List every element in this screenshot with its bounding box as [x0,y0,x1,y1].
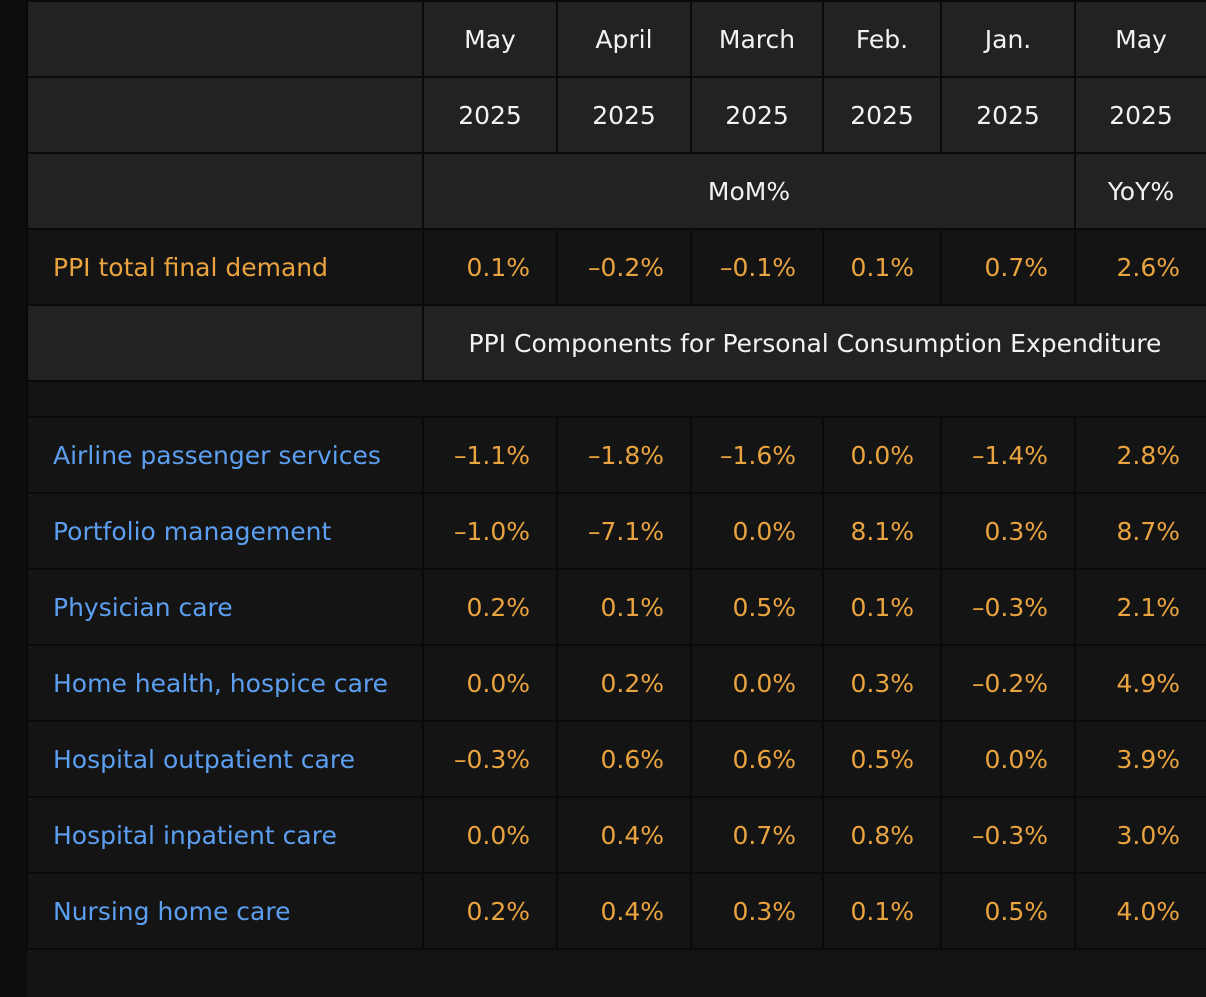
row-label: Airline passenger services [26,416,424,494]
mom-label: MoM% [422,152,1076,230]
value-cell: –0.3% [940,568,1076,646]
value-cell: 8.1% [822,492,942,570]
value-cell: 0.3% [940,492,1076,570]
value-cell: 0.0% [422,644,558,722]
value-cell: –0.2% [940,644,1076,722]
yoy-label: YoY% [1074,152,1206,230]
month-header: May [1074,0,1206,78]
row-label: PPI total final demand [26,228,424,306]
value-cell: 0.6% [556,720,692,798]
value-cell: 0.1% [822,568,942,646]
corner-cell [26,152,424,230]
value-cell: 0.3% [822,644,942,722]
section-title: PPI Components for Personal Consumption … [422,304,1206,382]
value-cell: 3.0% [1074,796,1206,874]
total-row: PPI total final demand 0.1% –0.2% –0.1% 0.1… [26,228,1206,306]
month-header: March [690,0,824,78]
value-cell: –1.1% [422,416,558,494]
value-cell: 0.3% [690,872,824,950]
year-header: 2025 [1074,76,1206,154]
value-cell: 2.6% [1074,228,1206,306]
value-cell: 0.6% [690,720,824,798]
row-label: Hospital inpatient care [26,796,424,874]
year-header: 2025 [940,76,1076,154]
value-cell: 0.5% [690,568,824,646]
corner-cell [26,76,424,154]
value-cell: 0.1% [422,228,558,306]
left-margin [0,0,27,997]
year-header: 2025 [556,76,692,154]
month-header: Feb. [822,0,942,78]
table-row: Portfolio management –1.0% –7.1% 0.0% 8.1% 0.… [26,492,1206,570]
measure-header-row: MoM% YoY% [26,152,1206,230]
row-label: Hospital outpatient care [26,720,424,798]
value-cell: 2.1% [1074,568,1206,646]
ppi-table: May April March Feb. Jan. May 2025 2025 2025 202… [26,0,1206,950]
table-row: Nursing home care 0.2% 0.4% 0.3% 0.1% 0.5% 4.0… [26,872,1206,950]
value-cell: 0.4% [556,872,692,950]
value-cell: 0.7% [690,796,824,874]
value-cell: 4.0% [1074,872,1206,950]
value-cell: –0.3% [422,720,558,798]
corner-cell [26,0,424,78]
year-header: 2025 [822,76,942,154]
value-cell: 0.5% [940,872,1076,950]
value-cell: 0.4% [556,796,692,874]
month-header-row: May April March Feb. Jan. May [26,0,1206,78]
value-cell: –0.1% [690,228,824,306]
corner-cell [26,304,424,382]
year-header: 2025 [422,76,558,154]
value-cell: –0.2% [556,228,692,306]
month-header: May [422,0,558,78]
value-cell: –7.1% [556,492,692,570]
value-cell: –1.8% [556,416,692,494]
value-cell: 4.9% [1074,644,1206,722]
month-header: Jan. [940,0,1076,78]
value-cell: 0.2% [422,568,558,646]
value-cell: 0.0% [940,720,1076,798]
year-header: 2025 [690,76,824,154]
section-header-row: PPI Components for Personal Consumption … [26,304,1206,382]
row-label: Portfolio management [26,492,424,570]
table-row: Hospital inpatient care 0.0% 0.4% 0.7% 0.8% –… [26,796,1206,874]
row-label: Home health, hospice care [26,644,424,722]
value-cell: 8.7% [1074,492,1206,570]
spacer-row [26,380,1206,418]
year-header-row: 2025 2025 2025 2025 2025 2025 [26,76,1206,154]
value-cell: 0.0% [690,644,824,722]
value-cell: 0.2% [556,644,692,722]
value-cell: –1.6% [690,416,824,494]
value-cell: –1.0% [422,492,558,570]
value-cell: 0.8% [822,796,942,874]
row-label: Physician care [26,568,424,646]
value-cell: 0.7% [940,228,1076,306]
spacer-cell [26,380,1206,418]
value-cell: 0.1% [556,568,692,646]
row-label: Nursing home care [26,872,424,950]
value-cell: 0.1% [822,872,942,950]
value-cell: 2.8% [1074,416,1206,494]
value-cell: 0.0% [422,796,558,874]
value-cell: 0.0% [822,416,942,494]
month-header: April [556,0,692,78]
value-cell: 0.5% [822,720,942,798]
value-cell: 0.0% [690,492,824,570]
table-row: Home health, hospice care 0.0% 0.2% 0.0% 0.3… [26,644,1206,722]
value-cell: –1.4% [940,416,1076,494]
value-cell: 3.9% [1074,720,1206,798]
value-cell: 0.1% [822,228,942,306]
value-cell: –0.3% [940,796,1076,874]
table-row: Hospital outpatient care –0.3% 0.6% 0.6% 0.5… [26,720,1206,798]
value-cell: 0.2% [422,872,558,950]
table-row: Airline passenger services –1.1% –1.8% –1.6… [26,416,1206,494]
table-row: Physician care 0.2% 0.1% 0.5% 0.1% –0.3% 2.1% [26,568,1206,646]
